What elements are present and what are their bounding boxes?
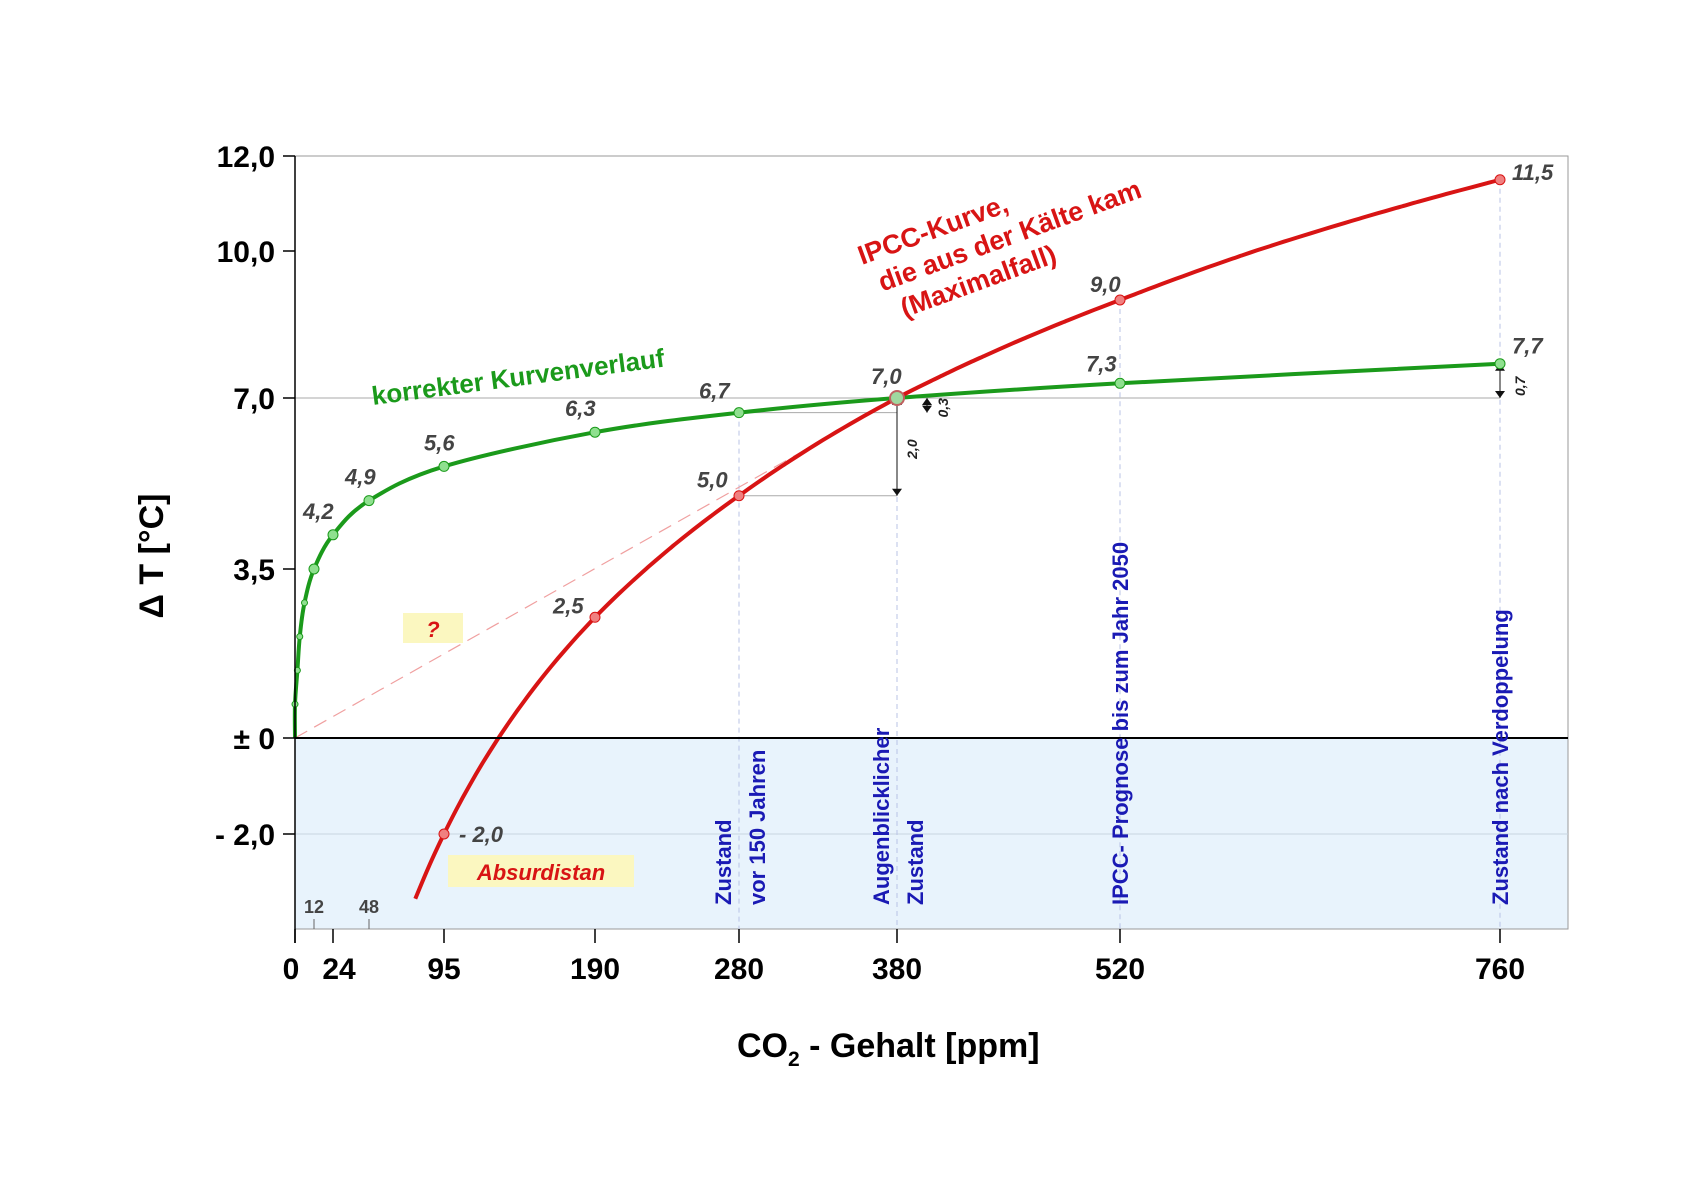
x-tick-label: 380 — [872, 953, 922, 986]
green-point-label: 5,6 — [424, 430, 455, 455]
diff-arrow-0-3-top — [922, 398, 932, 405]
red-point-label: 9,0 — [1090, 272, 1121, 297]
red-point — [733, 490, 745, 502]
green-point-label: 6,3 — [565, 396, 596, 421]
x-tick-label: 190 — [570, 953, 620, 986]
vertical-label: Zustand nach Verdoppelung — [1488, 609, 1513, 905]
x-minor-tick-label: 12 — [304, 897, 324, 917]
x-axis-title-main: CO — [737, 1027, 788, 1065]
diff-label-0-3: 0,3 — [935, 398, 951, 418]
red-point-label: - 2,0 — [459, 822, 504, 847]
question-box-label: ? — [426, 617, 439, 642]
vertical-label: vor 150 Jahren — [745, 750, 770, 905]
x-axis-title-sub: 2 — [788, 1048, 800, 1071]
absurdistan-box-label: Absurdistan — [476, 860, 605, 885]
green-point-label: 6,7 — [699, 379, 731, 404]
annotations: 4,2 4,9 5,6 6,3 6,7 7,0 7,3 7,7 - 2,0 2,5 5,0 9,0 11… — [215, 141, 1554, 986]
x-tick-label: 760 — [1475, 953, 1525, 986]
red-point-label: 5,0 — [697, 468, 728, 493]
green-point — [363, 495, 375, 507]
y-tick-label: 10,0 — [217, 236, 275, 269]
green-point — [308, 563, 320, 575]
green-point — [1494, 358, 1506, 370]
y-tick-label: - 2,0 — [215, 819, 275, 852]
green-point-label: 7,3 — [1086, 351, 1117, 376]
green-point — [327, 529, 339, 541]
green-point-label: 7,0 — [871, 364, 902, 389]
green-point — [1114, 377, 1126, 389]
green-point — [296, 633, 304, 641]
x-tick-label: 280 — [714, 953, 764, 986]
difference-markers — [892, 363, 1505, 496]
y-tick-label: 12,0 — [217, 141, 275, 174]
x-axis-title-rest: - Gehalt [ppm] — [800, 1027, 1040, 1065]
red-point — [1494, 174, 1506, 186]
diff-label-0-7: 0,7 — [1512, 375, 1528, 396]
green-point — [438, 460, 450, 472]
y-axis-title: Δ T [°C] — [133, 494, 171, 619]
x-tick-label: 520 — [1095, 953, 1145, 986]
y-tick-label: 3,5 — [233, 554, 275, 587]
red-point — [589, 611, 601, 623]
diff-arrow-0-3-bottom — [922, 405, 932, 413]
x-tick-label: 0 — [283, 953, 300, 986]
y-tick-label: ± 0 — [234, 723, 275, 756]
plot-background — [294, 155, 1569, 930]
red-point-label: 2,5 — [552, 593, 584, 618]
vertical-label: Augenblicklicher — [869, 727, 894, 905]
diff-label-2-0: 2,0 — [904, 439, 920, 460]
red-point-label: 11,5 — [1512, 160, 1554, 185]
question-box — [403, 613, 463, 643]
vertical-label: IPCC- Prognose bis zum Jahr 2050 — [1108, 542, 1133, 905]
x-tick-label: 95 — [427, 953, 460, 986]
x-tick-label: 24 — [322, 953, 356, 986]
green-point-label: 4,9 — [344, 465, 376, 490]
green-series-title: korrekter Kurvenverlauf — [370, 343, 667, 411]
axes — [283, 155, 1568, 943]
absurdistan-box — [448, 855, 634, 887]
red-point — [438, 828, 450, 840]
green-point — [589, 426, 601, 438]
y-tick-label: 7,0 — [233, 383, 275, 416]
red-point — [1114, 294, 1126, 306]
diff-arrow-0-7-bottom — [1495, 391, 1505, 398]
green-point-label: 7,7 — [1512, 334, 1544, 359]
vertical-label: Zustand — [903, 819, 928, 905]
intersection-point — [889, 390, 905, 406]
x-minor-tick-label: 48 — [359, 897, 379, 917]
diff-arrow-2-0-bottom — [892, 488, 902, 496]
vertical-label: Zustand — [711, 819, 736, 905]
green-point — [301, 599, 308, 607]
green-point-label: 4,2 — [302, 499, 334, 524]
green-point — [733, 407, 745, 419]
x-axis-title: CO2 - Gehalt [ppm] — [737, 1027, 1040, 1071]
